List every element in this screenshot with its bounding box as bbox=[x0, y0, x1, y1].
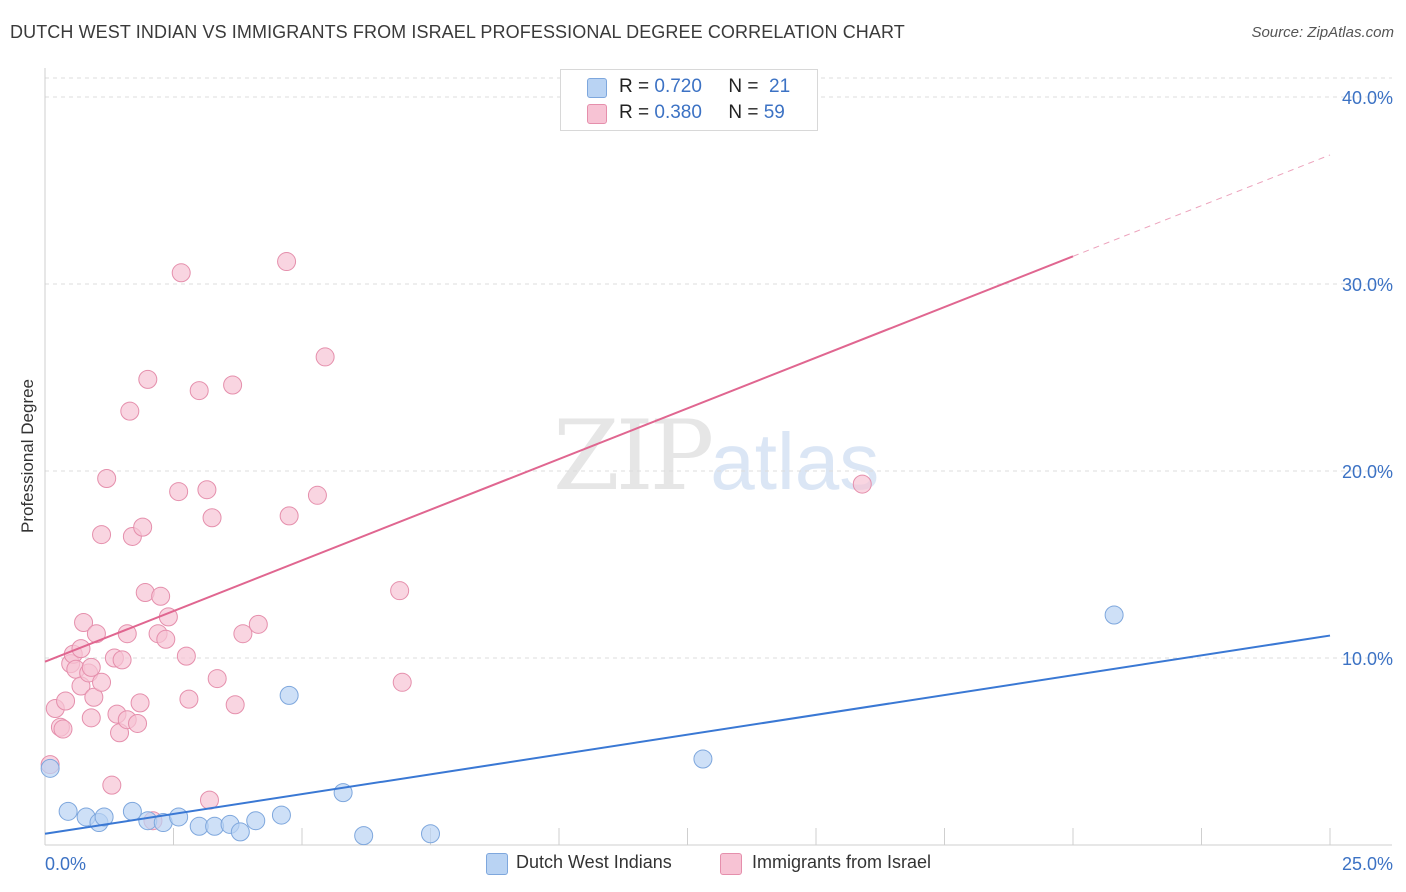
israel-immigrant-point bbox=[225, 695, 245, 715]
dutch-west-indian-point bbox=[354, 826, 374, 846]
n-value-pink: 59 bbox=[763, 102, 785, 123]
dutch-west-indian-point bbox=[169, 807, 189, 827]
dutch-west-indian-point bbox=[421, 824, 440, 844]
y-tick-label: 20.0% bbox=[1342, 462, 1393, 482]
r-value-pink: 0.380 bbox=[654, 102, 702, 123]
israel-immigrant-point bbox=[307, 485, 327, 505]
pink-swatch-icon bbox=[587, 104, 607, 124]
watermark-zip: ZIP bbox=[553, 400, 714, 512]
dutch-west-indian-point bbox=[693, 749, 713, 769]
watermark-atlas: atlas bbox=[710, 417, 880, 506]
source-label: Source: ZipAtlas.com bbox=[1251, 24, 1394, 41]
dutch-west-indian-point bbox=[58, 801, 78, 821]
israel-immigrant-point bbox=[56, 691, 76, 711]
dutch-west-indian-point bbox=[40, 758, 60, 778]
israel-immigrant-point bbox=[392, 672, 412, 692]
x-tick-label: 0.0% bbox=[45, 854, 86, 874]
israel-immigrant-point bbox=[120, 401, 140, 421]
israel-immigrant-point bbox=[92, 525, 112, 545]
israel-immigrant-point bbox=[202, 508, 222, 528]
stats-legend: R = 0.720 N = 21 R = 0.380 N = 59 bbox=[560, 69, 818, 131]
y-tick-label: 40.0% bbox=[1342, 88, 1393, 108]
israel-immigrant-point bbox=[84, 687, 104, 707]
dutch-west-indian-point bbox=[230, 822, 250, 842]
stats-text-blue: R = 0.720 N = 21 bbox=[619, 76, 790, 98]
israel-immigrant-point bbox=[315, 347, 335, 367]
israel-immigrant-point bbox=[248, 614, 268, 634]
israel-immigrant-point bbox=[279, 506, 299, 526]
israel-immigrant-point bbox=[223, 375, 243, 395]
israel-immigrant-point bbox=[207, 669, 227, 689]
israel-immigrant-point bbox=[81, 657, 101, 677]
legend-label-dutch-west-indians: Dutch West Indians bbox=[516, 852, 672, 872]
israel-immigrant-point bbox=[277, 252, 297, 272]
israel-immigrant-point bbox=[81, 708, 101, 728]
r-label: R = bbox=[619, 102, 650, 123]
dutch-west-indian-point bbox=[94, 807, 114, 827]
x-tick-label: 25.0% bbox=[1342, 854, 1393, 874]
dutch-west-indian-point bbox=[122, 801, 142, 821]
legend-label-immigrants-from-israel: Immigrants from Israel bbox=[752, 852, 932, 872]
chart-title: DUTCH WEST INDIAN VS IMMIGRANTS FROM ISR… bbox=[10, 22, 905, 42]
israel-immigrant-point bbox=[71, 639, 91, 659]
n-value-blue: 21 bbox=[769, 76, 791, 97]
y-tick-label: 10.0% bbox=[1342, 649, 1393, 669]
trend-line-blue bbox=[44, 634, 1331, 835]
israel-immigrant-point bbox=[156, 629, 176, 649]
israel-immigrant-point bbox=[151, 586, 171, 606]
stats-text-pink: R = 0.380 N = 59 bbox=[619, 102, 785, 124]
israel-immigrant-point bbox=[852, 474, 872, 494]
israel-immigrant-point bbox=[138, 369, 158, 389]
r-value-blue: 0.720 bbox=[654, 76, 702, 97]
trend-line-extension-pink bbox=[1072, 154, 1331, 257]
blue-swatch-icon bbox=[587, 78, 607, 98]
watermark: ZIPatlas bbox=[553, 400, 879, 512]
israel-immigrant-point bbox=[176, 646, 196, 666]
israel-immigrant-point bbox=[390, 581, 410, 601]
dutch-west-indian-point bbox=[246, 811, 266, 831]
dutch-west-indian-point bbox=[271, 805, 291, 825]
israel-immigrant-point bbox=[92, 672, 112, 692]
israel-immigrant-point bbox=[171, 263, 191, 283]
n-label: N = bbox=[728, 102, 759, 123]
pink-legend-swatch-icon bbox=[720, 853, 742, 875]
israel-immigrant-point bbox=[102, 775, 122, 795]
israel-immigrant-point bbox=[197, 480, 217, 500]
israel-immigrant-point bbox=[97, 468, 117, 488]
israel-immigrant-point bbox=[130, 693, 150, 713]
dutch-west-indian-point bbox=[1104, 605, 1124, 625]
israel-immigrant-point bbox=[199, 790, 219, 810]
israel-immigrant-point bbox=[133, 517, 153, 537]
y-tick-label: 30.0% bbox=[1342, 275, 1393, 295]
israel-immigrant-point bbox=[53, 719, 73, 739]
israel-immigrant-point bbox=[169, 482, 189, 502]
israel-immigrant-point bbox=[74, 612, 94, 632]
r-label: R = bbox=[619, 76, 650, 97]
israel-immigrant-point bbox=[86, 624, 106, 644]
dutch-west-indian-point bbox=[279, 685, 299, 705]
israel-immigrant-point bbox=[112, 650, 132, 670]
israel-immigrant-point bbox=[128, 713, 148, 733]
israel-immigrant-point bbox=[233, 624, 253, 644]
blue-legend-swatch-icon bbox=[486, 853, 508, 875]
n-label: N = bbox=[728, 76, 759, 97]
israel-immigrant-point bbox=[179, 689, 199, 709]
trend-line-pink bbox=[44, 255, 1074, 663]
israel-immigrant-point bbox=[189, 381, 209, 401]
